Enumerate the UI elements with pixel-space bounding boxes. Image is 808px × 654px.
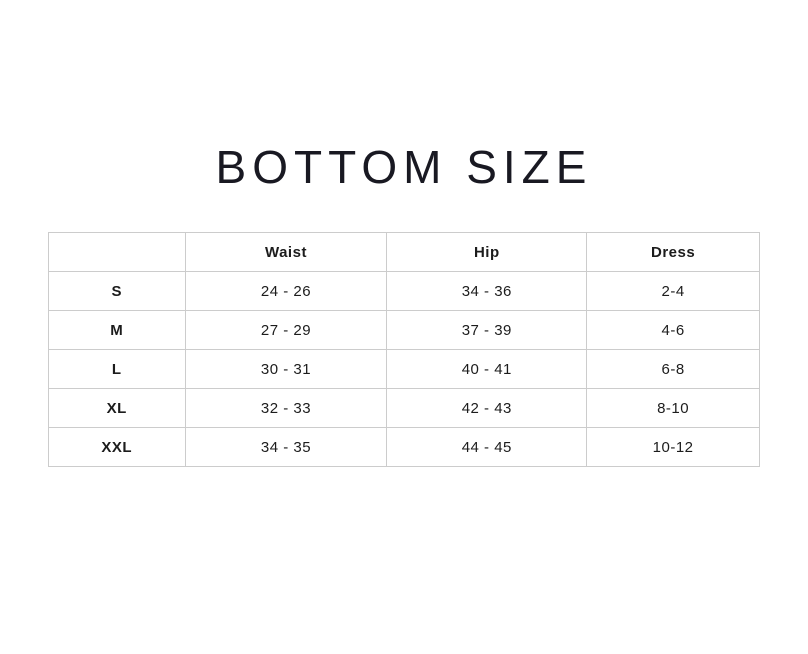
- column-header-dress: Dress: [586, 232, 760, 272]
- size-label: L: [48, 349, 186, 389]
- table-row: XL 32 - 33 42 - 43 8-10: [48, 388, 760, 428]
- dress-value: 8-10: [586, 388, 760, 428]
- table-row: M 27 - 29 37 - 39 4-6: [48, 310, 760, 350]
- table-header-row: Waist Hip Dress: [48, 232, 760, 272]
- dress-value: 2-4: [586, 271, 760, 311]
- column-header-size: [48, 232, 186, 272]
- size-label: M: [48, 310, 186, 350]
- page-title: BOTTOM SIZE: [215, 141, 593, 193]
- hip-value: 37 - 39: [386, 310, 588, 350]
- dress-value: 10-12: [586, 427, 760, 467]
- hip-value: 42 - 43: [386, 388, 588, 428]
- waist-value: 30 - 31: [184, 349, 388, 389]
- column-header-hip: Hip: [386, 232, 588, 272]
- size-chart-container: Waist Hip Dress S 24 - 26 34 - 36 2-4 M …: [48, 232, 760, 467]
- waist-value: 24 - 26: [184, 271, 388, 311]
- waist-value: 27 - 29: [184, 310, 388, 350]
- hip-value: 34 - 36: [386, 271, 588, 311]
- column-header-waist: Waist: [184, 232, 388, 272]
- hip-value: 40 - 41: [386, 349, 588, 389]
- table-row: S 24 - 26 34 - 36 2-4: [48, 271, 760, 311]
- size-label: S: [48, 271, 186, 311]
- table-row: XXL 34 - 35 44 - 45 10-12: [48, 427, 760, 467]
- dress-value: 6-8: [586, 349, 760, 389]
- hip-value: 44 - 45: [386, 427, 588, 467]
- waist-value: 32 - 33: [184, 388, 388, 428]
- size-label: XXL: [48, 427, 186, 467]
- dress-value: 4-6: [586, 310, 760, 350]
- waist-value: 34 - 35: [184, 427, 388, 467]
- table-row: L 30 - 31 40 - 41 6-8: [48, 349, 760, 389]
- size-label: XL: [48, 388, 186, 428]
- size-chart-table: Waist Hip Dress S 24 - 26 34 - 36 2-4 M …: [48, 232, 760, 467]
